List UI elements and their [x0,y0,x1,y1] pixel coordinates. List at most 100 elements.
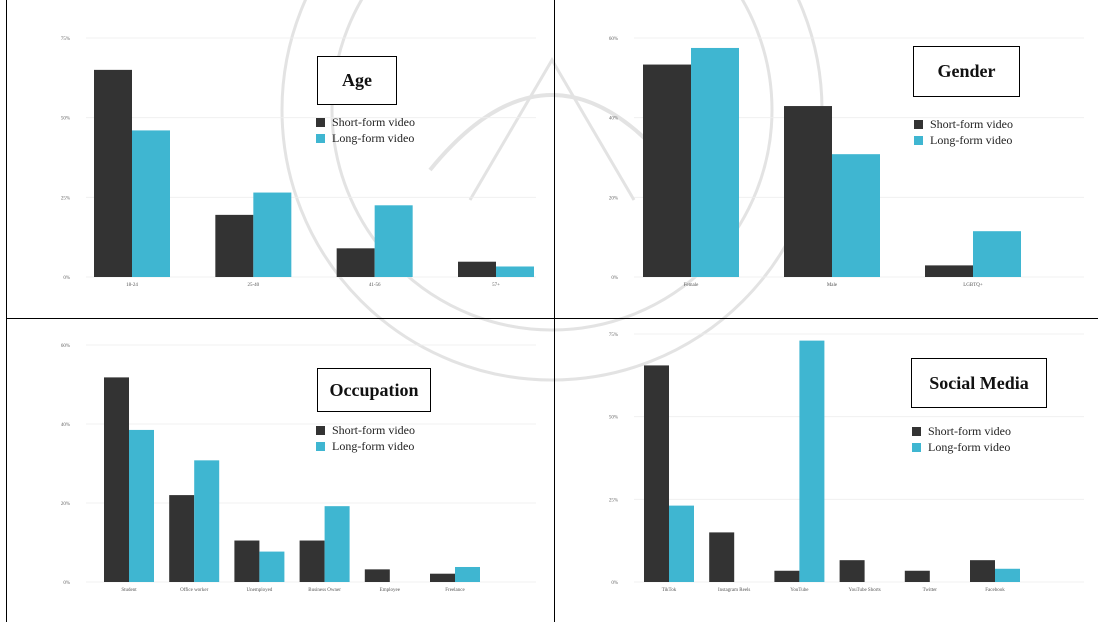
bar-short-twitter [904,570,930,582]
legend-item-short-form: Short-form video [914,116,1013,132]
y-tick-label: 40% [609,117,618,122]
y-tick-label: 20% [61,502,70,507]
bar-long-freelance [455,566,480,582]
bar-long-tiktok [669,505,694,582]
bar-short-business-owner [299,540,325,582]
bar-short-youtube-shorts [839,560,865,582]
x-category-label: LGBTQ+ [963,283,983,288]
legend-swatch-long [914,135,923,145]
frame-center-divider [554,0,555,622]
bar-long-57 [496,266,534,277]
y-tick-label: 50% [609,416,618,421]
bar-long-youtube [799,340,825,582]
y-tick-label: 25% [609,498,618,503]
frame-middle-divider [6,318,1098,319]
bar-long-male [832,154,880,277]
x-category-label: 25-40 [247,283,259,288]
bar-short-25-40 [215,214,254,277]
bar-long-41-56 [374,205,413,277]
y-tick-label: 25% [61,196,70,201]
social-media-chart-title: Social Media [911,358,1047,408]
x-category-label: 18-24 [126,283,138,288]
x-category-label: Female [684,283,699,288]
bar-long-student [129,429,154,582]
legend-swatch-long [912,442,921,452]
social-media-chart-panel: 0% 25% 50% 75% TikTok Instagram Reels YouTube Y… [554,318,1098,622]
occupation-chart-title: Occupation [317,368,431,412]
y-tick-label: 0% [611,581,618,586]
legend-swatch-short [316,425,325,435]
social-media-chart-legend: Short-form video Long-form video [912,423,1011,455]
bar-short-41-56 [336,248,375,277]
occupation-chart-panel: 0% 20% 40% 60% Student Office worker Unemploye… [6,318,554,622]
legend-label-long: Long-form video [332,438,415,453]
x-category-label: Facebook [985,588,1005,593]
legend-item-short-form: Short-form video [912,423,1011,439]
bar-short-tiktok [644,365,669,582]
x-category-label: Twitter [923,588,938,593]
bar-short-male [784,106,832,277]
bar-short-facebook [970,560,995,582]
x-category-label: Male [827,283,838,288]
x-category-label: Instagram Reels [718,588,750,593]
bar-short-57 [458,261,496,277]
bar-short-unemployed [234,540,260,582]
x-category-label: Freelance [445,588,465,593]
occupation-chart-svg: 0% 20% 40% 60% Student Office worker Unemploye… [61,344,536,593]
x-category-label: YouTube [790,588,809,593]
bar-long-25-40 [253,192,292,277]
legend-label-short: Short-form video [332,114,415,129]
bar-long-facebook [995,568,1020,582]
x-category-label: Employee [380,588,401,593]
x-category-label: 57+ [492,283,500,288]
legend-label-short: Short-form video [928,423,1011,438]
legend-item-short-form: Short-form video [316,422,415,438]
social-media-chart-svg: 0% 25% 50% 75% TikTok Instagram Reels YouTube Y… [609,333,1084,593]
legend-label-short: Short-form video [930,116,1013,131]
y-tick-label: 50% [61,117,70,122]
bar-long-unemployed [259,551,285,582]
y-tick-label: 40% [61,423,70,428]
legend-swatch-long [316,133,325,143]
legend-item-long-form: Long-form video [912,439,1011,455]
legend-label-long: Long-form video [930,132,1013,147]
gender-chart-legend: Short-form video Long-form video [914,116,1013,148]
bar-short-instagram-reels [709,532,735,582]
x-category-label: YouTube Shorts [848,588,880,593]
x-category-label: TikTok [662,588,677,593]
x-category-label: 41-56 [369,283,381,288]
bar-short-freelance [430,573,455,582]
y-tick-label: 75% [609,333,618,338]
legend-item-long-form: Long-form video [914,132,1013,148]
y-tick-label: 60% [609,37,618,42]
legend-item-long-form: Long-form video [316,438,415,454]
age-chart-panel: 0% 25% 50% 75% 18-24 25-40 41-56 57+ Age Short-… [6,0,554,318]
legend-swatch-short [912,426,921,436]
occupation-chart-legend: Short-form video Long-form video [316,422,415,454]
gender-chart-svg: 0% 20% 40% 60% Female Male LGBTQ+ [609,37,1084,288]
y-tick-label: 0% [63,276,70,281]
bar-long-lgbtq [973,231,1021,277]
bar-short-student [104,377,129,582]
x-category-label: Business Owner [308,588,341,593]
x-category-label: Unemployed [246,588,272,593]
y-tick-label: 20% [609,196,618,201]
bar-short-youtube [774,570,800,582]
legend-item-long-form: Long-form video [316,130,415,146]
age-chart-legend: Short-form video Long-form video [316,114,415,146]
age-chart-svg: 0% 25% 50% 75% 18-24 25-40 41-56 57+ [61,37,536,288]
bar-short-female [643,64,691,277]
frame-left-border [6,0,7,622]
legend-swatch-short [316,117,325,127]
legend-label-long: Long-form video [928,439,1011,454]
legend-swatch-long [316,441,325,451]
bar-long-18-24 [132,130,170,277]
y-tick-label: 0% [63,581,70,586]
gender-chart-panel: 0% 20% 40% 60% Female Male LGBTQ+ Gender Short… [554,0,1098,318]
legend-label-long: Long-form video [332,130,415,145]
age-chart-title: Age [317,56,397,105]
x-category-label: Student [121,588,137,593]
y-tick-label: 0% [611,276,618,281]
gender-chart-title: Gender [913,46,1020,97]
bar-long-office-worker [194,460,220,582]
